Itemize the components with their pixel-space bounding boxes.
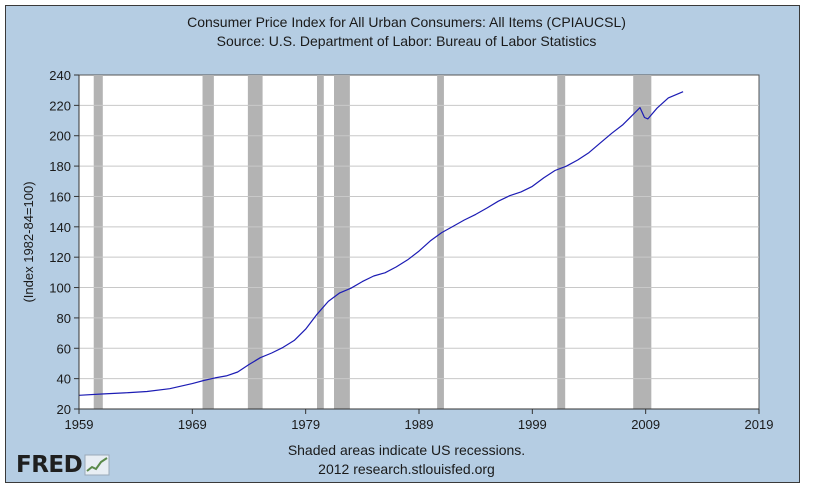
- y-tick-label-200: 200: [49, 129, 71, 144]
- x-tick-label-1989: 1989: [405, 417, 434, 432]
- recession-band-3: [247, 75, 263, 409]
- y-axis-label: (Index 1982-84=100): [21, 181, 36, 302]
- chart-source: Source: U.S. Department of Labor: Bureau…: [216, 33, 597, 49]
- recession-band-4: [317, 75, 324, 409]
- x-tick-label-1979: 1979: [291, 417, 320, 432]
- y-tick-label-220: 220: [49, 98, 71, 113]
- recession-band-8: [633, 75, 652, 409]
- x-tick-label-1959: 1959: [65, 417, 94, 432]
- recession-note: Shaded areas indicate US recessions.: [287, 442, 526, 458]
- x-tick-label-2019: 2019: [745, 417, 774, 432]
- y-tick-label-180: 180: [49, 159, 71, 174]
- plot-area: [78, 74, 760, 410]
- x-tick-label-1999: 1999: [518, 417, 547, 432]
- credit-text: 2012 research.stlouisfed.org: [318, 461, 495, 477]
- x-tick-label-1969: 1969: [178, 417, 207, 432]
- recession-band-2: [202, 75, 214, 409]
- fred-logo-text: FRED: [16, 452, 83, 478]
- recession-band-5: [334, 75, 350, 409]
- recession-band-1: [93, 75, 103, 409]
- fred-logo[interactable]: FRED: [16, 452, 110, 478]
- y-tick-label-160: 160: [49, 189, 71, 204]
- recession-bands: [93, 75, 652, 409]
- y-tick-label-100: 100: [49, 281, 71, 296]
- gridlines: [79, 104, 759, 380]
- y-tick-label-80: 80: [57, 311, 71, 326]
- recession-band-7: [557, 75, 566, 409]
- series-line-cpiaucsl: [78, 91, 684, 396]
- recession-band-6: [437, 75, 444, 409]
- chart-title: Consumer Price Index for All Urban Consu…: [187, 14, 626, 30]
- y-tick-label-60: 60: [57, 341, 71, 356]
- y-tick-label-20: 20: [57, 402, 71, 417]
- y-tick-label-140: 140: [49, 220, 71, 235]
- y-tick-label-120: 120: [49, 250, 71, 265]
- fred-logo-graph-icon: [84, 454, 110, 476]
- y-tick-label-40: 40: [57, 372, 71, 387]
- y-tick-label-240: 240: [49, 68, 71, 83]
- series-layer: [78, 91, 684, 396]
- axes: 20 40 60 80 100 120 140 160 180 200 220 240 1959 1969…: [49, 68, 773, 432]
- x-tick-label-2009: 2009: [631, 417, 660, 432]
